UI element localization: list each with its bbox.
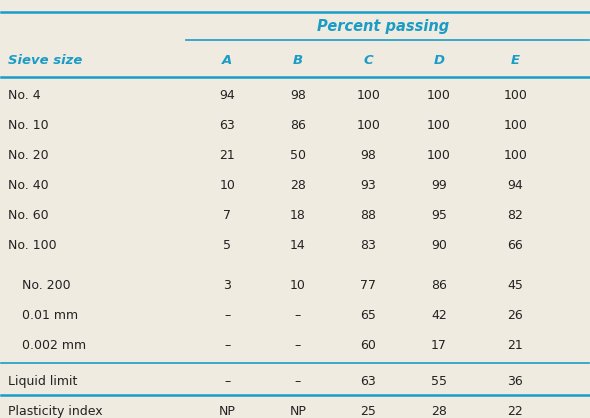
Text: A: A (222, 54, 232, 66)
Text: 100: 100 (503, 119, 527, 132)
Text: 14: 14 (290, 239, 306, 252)
Text: NP: NP (219, 405, 236, 418)
Text: Plasticity index: Plasticity index (8, 405, 103, 418)
Text: 83: 83 (360, 239, 376, 252)
Text: No. 40: No. 40 (8, 179, 49, 192)
Text: 22: 22 (507, 405, 523, 418)
Text: 100: 100 (427, 119, 451, 132)
Text: No. 20: No. 20 (8, 149, 49, 162)
Text: 65: 65 (360, 309, 376, 322)
Text: 45: 45 (507, 279, 523, 292)
Text: 88: 88 (360, 209, 376, 222)
Text: No. 10: No. 10 (8, 119, 49, 132)
Text: 100: 100 (427, 89, 451, 102)
Text: 77: 77 (360, 279, 376, 292)
Text: 28: 28 (290, 179, 306, 192)
Text: 90: 90 (431, 239, 447, 252)
Text: 63: 63 (360, 375, 376, 388)
Text: 100: 100 (503, 149, 527, 162)
Text: 66: 66 (507, 239, 523, 252)
Text: 99: 99 (431, 179, 447, 192)
Text: 0.002 mm: 0.002 mm (22, 339, 86, 352)
Text: 55: 55 (431, 375, 447, 388)
Text: 7: 7 (224, 209, 231, 222)
Text: –: – (295, 309, 301, 322)
Text: C: C (363, 54, 373, 66)
Text: No. 4: No. 4 (8, 89, 41, 102)
Text: 86: 86 (431, 279, 447, 292)
Text: –: – (295, 375, 301, 388)
Text: No. 60: No. 60 (8, 209, 49, 222)
Text: 21: 21 (219, 149, 235, 162)
Text: 26: 26 (507, 309, 523, 322)
Text: 0.01 mm: 0.01 mm (22, 309, 78, 322)
Text: –: – (224, 375, 231, 388)
Text: 98: 98 (290, 89, 306, 102)
Text: 3: 3 (224, 279, 231, 292)
Text: 93: 93 (360, 179, 376, 192)
Text: –: – (224, 309, 231, 322)
Text: No. 100: No. 100 (8, 239, 57, 252)
Text: 5: 5 (224, 239, 231, 252)
Text: 60: 60 (360, 339, 376, 352)
Text: –: – (295, 339, 301, 352)
Text: 94: 94 (219, 89, 235, 102)
Text: 10: 10 (219, 179, 235, 192)
Text: 63: 63 (219, 119, 235, 132)
Text: 100: 100 (356, 89, 381, 102)
Text: 100: 100 (356, 119, 381, 132)
Text: Percent passing: Percent passing (317, 19, 449, 34)
Text: E: E (511, 54, 520, 66)
Text: 36: 36 (507, 375, 523, 388)
Text: 10: 10 (290, 279, 306, 292)
Text: NP: NP (290, 405, 306, 418)
Text: 82: 82 (507, 209, 523, 222)
Text: D: D (434, 54, 444, 66)
Text: 100: 100 (503, 89, 527, 102)
Text: 17: 17 (431, 339, 447, 352)
Text: No. 200: No. 200 (22, 279, 71, 292)
Text: B: B (293, 54, 303, 66)
Text: 95: 95 (431, 209, 447, 222)
Text: 21: 21 (507, 339, 523, 352)
Text: 98: 98 (360, 149, 376, 162)
Text: 100: 100 (427, 149, 451, 162)
Text: Liquid limit: Liquid limit (8, 375, 78, 388)
Text: 86: 86 (290, 119, 306, 132)
Text: Sieve size: Sieve size (8, 54, 83, 66)
Text: 18: 18 (290, 209, 306, 222)
Text: –: – (224, 339, 231, 352)
Text: 50: 50 (290, 149, 306, 162)
Text: 42: 42 (431, 309, 447, 322)
Text: 28: 28 (431, 405, 447, 418)
Text: 94: 94 (507, 179, 523, 192)
Text: 25: 25 (360, 405, 376, 418)
